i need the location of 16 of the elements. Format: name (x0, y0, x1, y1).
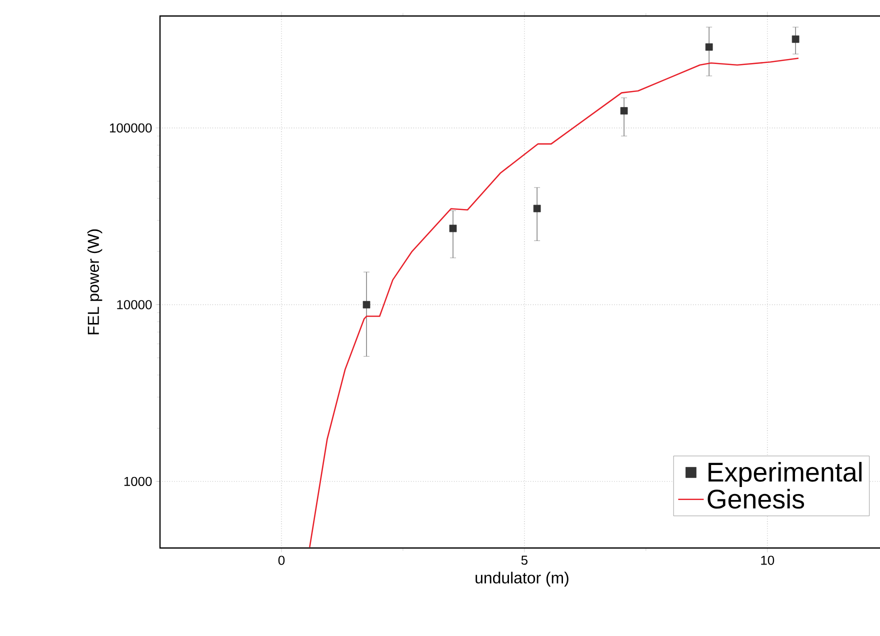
y-tick-label: 1000 (124, 476, 152, 486)
legend-label: Experimental (708, 462, 862, 488)
point (792, 35, 800, 43)
point (362, 300, 370, 308)
y-tick-label: 10000 (117, 300, 152, 310)
point (449, 224, 457, 232)
legend-label: Genesis (708, 488, 804, 509)
x-tick-label: 0 (278, 556, 285, 565)
x-axis-title: undulator (m) (476, 572, 568, 587)
point (705, 43, 713, 51)
x-tick-label: 10 (761, 556, 774, 565)
y-tick-label: 100000 (110, 123, 152, 133)
point (533, 204, 541, 212)
point (620, 107, 628, 114)
y-axis-title: FEL power (W) (87, 229, 102, 334)
x-tick-label: 5 (521, 556, 528, 565)
